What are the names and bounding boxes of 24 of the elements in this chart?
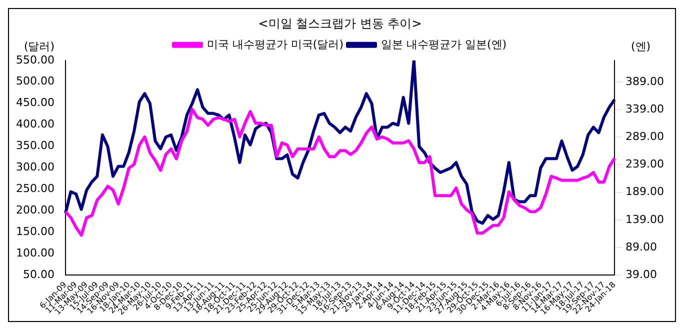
y2-tick-label: 389.00: [626, 74, 664, 88]
y-tick-label: 100.00: [16, 246, 54, 260]
y2-tick-label: 139.00: [626, 212, 664, 226]
y-tick-label: 200.00: [16, 204, 54, 217]
y-tick-label: 550.00: [16, 53, 54, 66]
y2-tick-label: 239.00: [626, 158, 664, 171]
y-tick-label: 500.00: [16, 74, 54, 88]
y2-axis-title: (엔): [630, 40, 651, 53]
y2-tick-label: 89.00: [626, 240, 658, 254]
y2-tick-label: 339.00: [626, 102, 664, 116]
chart-title: <미일 철스크랩가 변동 추이>: [258, 16, 422, 30]
y-tick-label: 50.00: [22, 268, 54, 281]
y-tick-label: 300.00: [16, 160, 54, 174]
y-tick-label: 400.00: [16, 118, 54, 131]
y-tick-label: 350.00: [16, 139, 54, 152]
y-tick-label: 250.00: [16, 182, 54, 196]
y-tick-label: 150.00: [16, 225, 54, 238]
y2-tick-label: 289.00: [626, 130, 664, 143]
y-tick-label: 450.00: [16, 96, 54, 110]
legend-label: 미국 내수평균가 미국(달러): [206, 38, 344, 51]
legend-label: 일본 내수평균가 일본(엔): [381, 38, 507, 51]
y2-tick-label: 189.00: [626, 185, 664, 198]
y-axis-title: (달러): [24, 40, 55, 53]
y2-tick-label: 39.00: [626, 268, 658, 281]
